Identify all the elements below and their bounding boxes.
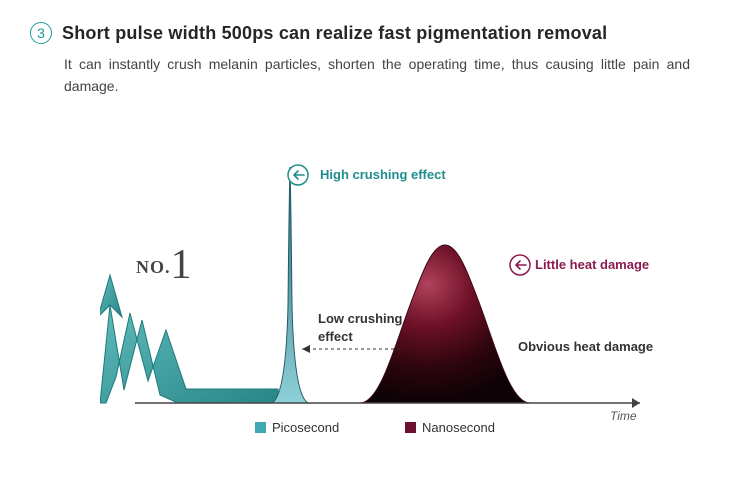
no1-digit: 1	[171, 242, 192, 288]
high-crushing-pointer	[288, 165, 308, 185]
low-crushing-label-2: effect	[318, 329, 353, 344]
high-crushing-label: High crushing effect	[320, 167, 446, 182]
little-heat-pointer	[510, 255, 530, 275]
legend-nanosecond: Nanosecond	[405, 420, 495, 435]
legend-label-nano: Nanosecond	[422, 420, 495, 435]
chart-svg	[100, 145, 660, 465]
legend-swatch-nano	[405, 422, 416, 433]
obvious-heat-label: Obvious heat damage	[518, 339, 653, 354]
low-crushing-arrow	[302, 345, 400, 353]
page-subtitle: It can instantly crush melanin particles…	[30, 54, 690, 97]
x-axis-arrow	[632, 398, 640, 408]
zigzag-ribbon	[100, 275, 278, 403]
page-title: Short pulse width 500ps can realize fast…	[62, 23, 607, 44]
legend-swatch-pico	[255, 422, 266, 433]
no1-prefix: NO.	[136, 257, 171, 277]
pulse-comparison-chart: NO.1 High crushing effect Little heat da…	[100, 145, 660, 465]
step-number-badge: 3	[30, 22, 52, 44]
legend-label-pico: Picosecond	[272, 420, 339, 435]
x-axis-label: Time	[610, 409, 637, 423]
low-crushing-label-1: Low crushing	[318, 311, 403, 326]
legend-picosecond: Picosecond	[255, 420, 339, 435]
little-heat-label: Little heat damage	[535, 257, 649, 272]
picosecond-spike	[272, 167, 308, 403]
no1-badge: NO.1	[136, 241, 192, 289]
